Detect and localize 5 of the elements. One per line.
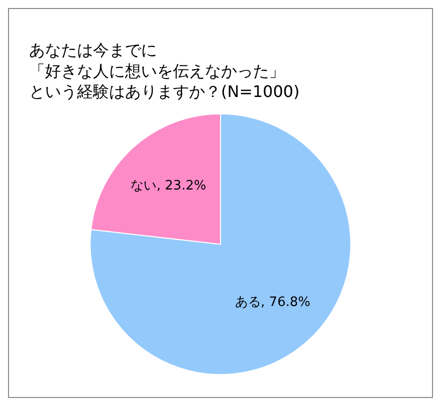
text: あなたは今までに (29, 40, 157, 60)
slice-label: ある, 76.8% (234, 294, 310, 310)
text: という経験はありますか？(N=1000) (29, 82, 300, 102)
slice-label: ない, 23.2% (130, 178, 206, 194)
text: 「好きな人に想いを伝えなかった」 (29, 61, 285, 80)
